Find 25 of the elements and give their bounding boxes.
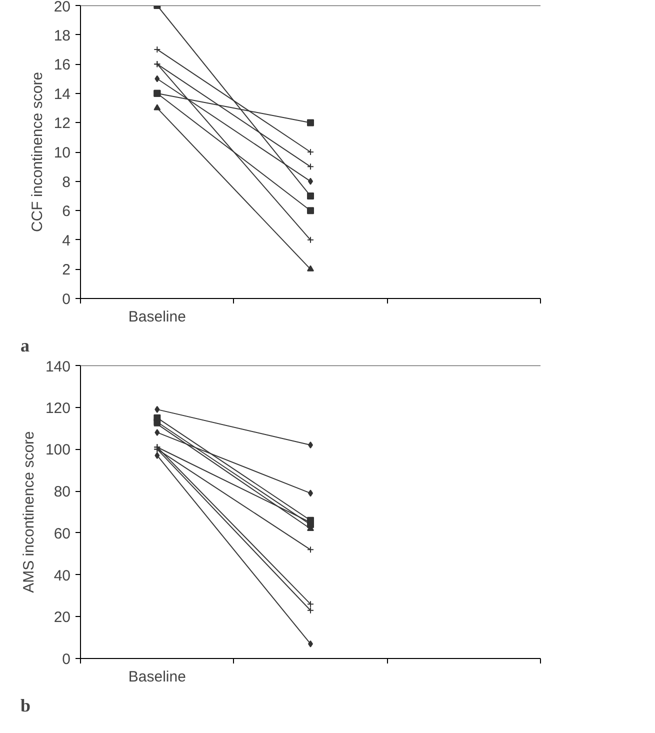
y-tick-label: 20 — [54, 0, 71, 16]
x-tick-label: Baseline — [128, 308, 186, 326]
y-tick-label: 40 — [54, 567, 71, 584]
y-tick-label: 14 — [54, 86, 71, 103]
y-tick-label: 20 — [54, 609, 71, 626]
y-tick-label: 16 — [54, 56, 71, 74]
x-tick-label: Baseline — [128, 668, 186, 686]
y-axis-title: CCF incontinence score — [28, 72, 46, 232]
y-tick-label: 120 — [45, 400, 71, 417]
y-axis-title: AMS incontinence score — [20, 431, 38, 593]
y-tick-label: 12 — [54, 115, 71, 132]
y-tick-label: 0 — [62, 651, 70, 668]
y-tick-label: 8 — [62, 174, 70, 191]
y-tick-label: 4 — [62, 232, 70, 250]
y-tick-label: 140 — [45, 358, 71, 376]
y-tick-label: 0 — [62, 291, 70, 308]
y-tick-label: 80 — [54, 484, 71, 501]
y-tick-label: 2 — [62, 262, 70, 279]
y-tick-label: 6 — [62, 203, 70, 220]
y-tick-label: 10 — [54, 144, 71, 162]
text: b — [20, 696, 31, 716]
y-tick-label: 100 — [45, 442, 71, 459]
text: a — [20, 336, 30, 356]
y-tick-label: 18 — [54, 27, 71, 44]
y-tick-label: 60 — [54, 525, 71, 542]
